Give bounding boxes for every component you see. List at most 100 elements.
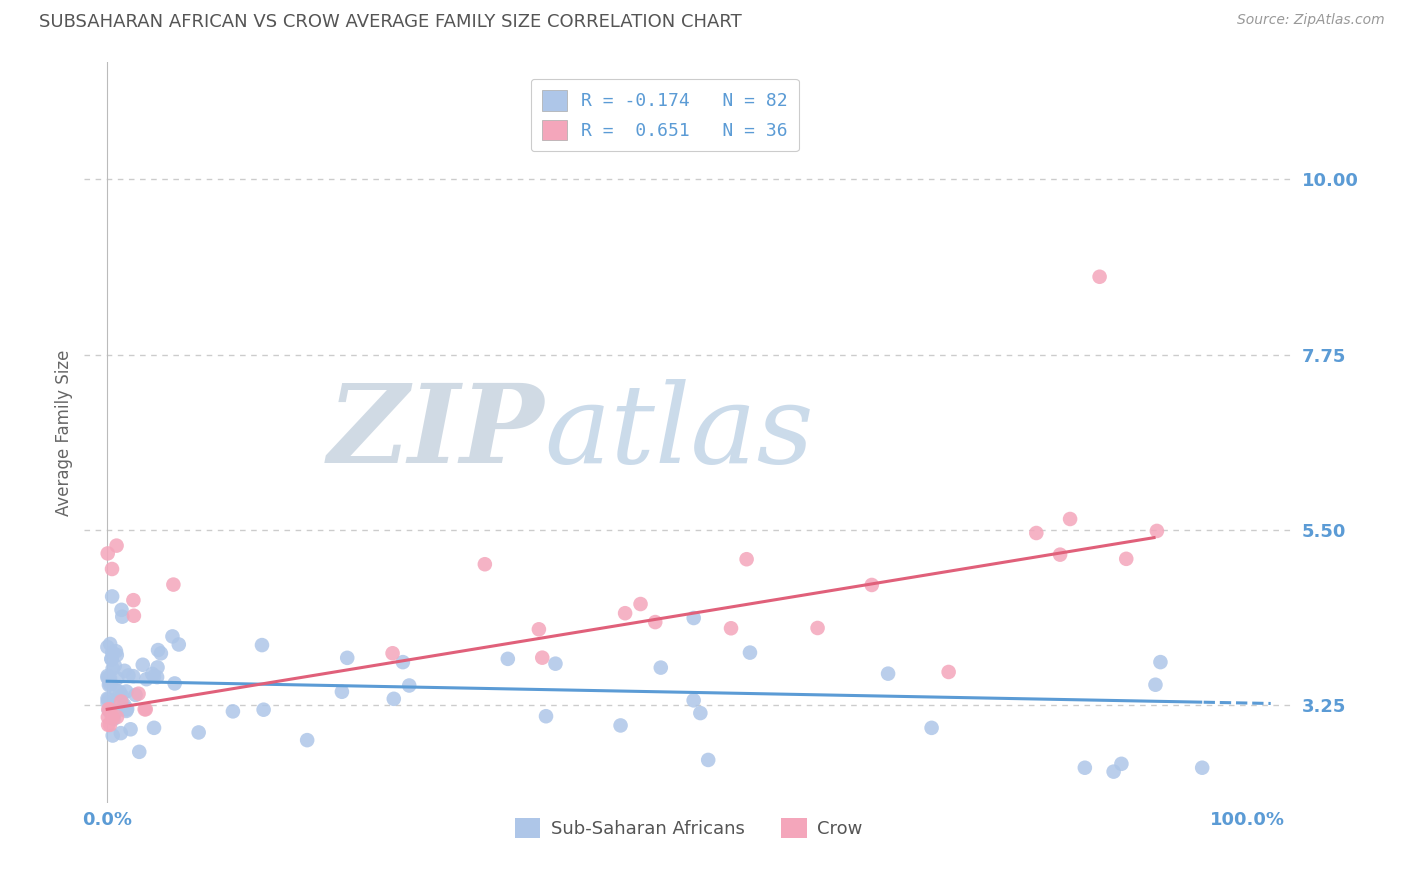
Point bbox=[110, 694, 132, 708]
Point bbox=[1146, 524, 1168, 538]
Point bbox=[104, 658, 127, 673]
Legend: Sub-Saharan Africans, Crow: Sub-Saharan Africans, Crow bbox=[508, 810, 870, 846]
Point bbox=[650, 660, 672, 674]
Point bbox=[132, 657, 155, 672]
Point bbox=[609, 718, 631, 732]
Point bbox=[630, 597, 652, 611]
Point bbox=[644, 615, 666, 629]
Text: SUBSAHARAN AFRICAN VS CROW AVERAGE FAMILY SIZE CORRELATION CHART: SUBSAHARAN AFRICAN VS CROW AVERAGE FAMIL… bbox=[39, 13, 742, 31]
Point bbox=[135, 672, 157, 686]
Point bbox=[682, 611, 704, 625]
Point bbox=[146, 670, 169, 684]
Point bbox=[295, 733, 318, 747]
Text: atlas: atlas bbox=[544, 379, 814, 486]
Point bbox=[97, 692, 120, 706]
Point bbox=[97, 696, 120, 710]
Point bbox=[689, 706, 711, 720]
Point bbox=[96, 671, 118, 685]
Point bbox=[110, 603, 132, 617]
Point bbox=[252, 703, 274, 717]
Point bbox=[97, 710, 120, 724]
Point bbox=[101, 710, 124, 724]
Point bbox=[120, 723, 142, 737]
Point bbox=[98, 718, 121, 732]
Point bbox=[105, 648, 128, 662]
Point bbox=[96, 691, 118, 706]
Point bbox=[101, 590, 124, 604]
Point bbox=[98, 673, 121, 688]
Point bbox=[735, 552, 758, 566]
Point bbox=[527, 622, 550, 636]
Point bbox=[531, 650, 554, 665]
Point bbox=[103, 712, 125, 726]
Point bbox=[101, 729, 124, 743]
Text: Source: ZipAtlas.com: Source: ZipAtlas.com bbox=[1237, 13, 1385, 28]
Point bbox=[96, 669, 118, 683]
Point bbox=[544, 657, 567, 671]
Point bbox=[105, 683, 128, 698]
Point bbox=[101, 710, 124, 724]
Point bbox=[382, 691, 405, 706]
Point bbox=[534, 709, 557, 723]
Point bbox=[330, 685, 353, 699]
Point bbox=[187, 725, 209, 739]
Point bbox=[146, 643, 169, 657]
Point bbox=[100, 652, 122, 666]
Point bbox=[98, 637, 121, 651]
Point bbox=[124, 688, 146, 702]
Point bbox=[1149, 655, 1171, 669]
Point bbox=[141, 667, 163, 681]
Point bbox=[1111, 756, 1133, 771]
Point bbox=[97, 546, 120, 560]
Point bbox=[101, 662, 124, 676]
Point bbox=[122, 608, 145, 623]
Point bbox=[682, 693, 704, 707]
Point bbox=[1144, 678, 1167, 692]
Point bbox=[143, 721, 166, 735]
Point bbox=[1088, 269, 1111, 284]
Text: ZIP: ZIP bbox=[328, 379, 544, 486]
Point bbox=[146, 660, 169, 674]
Point bbox=[105, 539, 128, 553]
Point bbox=[392, 655, 415, 669]
Point bbox=[97, 702, 120, 716]
Point bbox=[111, 609, 134, 624]
Point bbox=[1115, 551, 1137, 566]
Point bbox=[938, 665, 960, 679]
Point bbox=[474, 558, 496, 572]
Point bbox=[149, 646, 172, 660]
Point bbox=[143, 669, 166, 683]
Point bbox=[134, 702, 156, 716]
Point bbox=[101, 562, 124, 576]
Point bbox=[96, 640, 118, 654]
Point bbox=[877, 666, 900, 681]
Point bbox=[97, 704, 120, 718]
Point bbox=[1049, 548, 1071, 562]
Point bbox=[496, 652, 519, 666]
Point bbox=[122, 669, 145, 683]
Point bbox=[1059, 512, 1081, 526]
Point bbox=[115, 702, 138, 716]
Point bbox=[336, 650, 359, 665]
Point bbox=[1074, 761, 1097, 775]
Point bbox=[1025, 526, 1047, 541]
Point bbox=[98, 672, 121, 686]
Point bbox=[381, 646, 404, 660]
Point bbox=[222, 704, 245, 718]
Point bbox=[111, 689, 134, 703]
Point bbox=[1102, 764, 1125, 779]
Point bbox=[117, 668, 139, 682]
Point bbox=[720, 621, 742, 635]
Point bbox=[105, 710, 128, 724]
Point bbox=[167, 638, 190, 652]
Point bbox=[100, 652, 122, 666]
Point bbox=[98, 677, 121, 691]
Point bbox=[115, 704, 138, 718]
Point bbox=[162, 629, 184, 643]
Point bbox=[162, 577, 184, 591]
Point bbox=[101, 645, 124, 659]
Point bbox=[697, 753, 720, 767]
Point bbox=[163, 676, 186, 690]
Point bbox=[122, 593, 145, 607]
Point bbox=[105, 705, 128, 719]
